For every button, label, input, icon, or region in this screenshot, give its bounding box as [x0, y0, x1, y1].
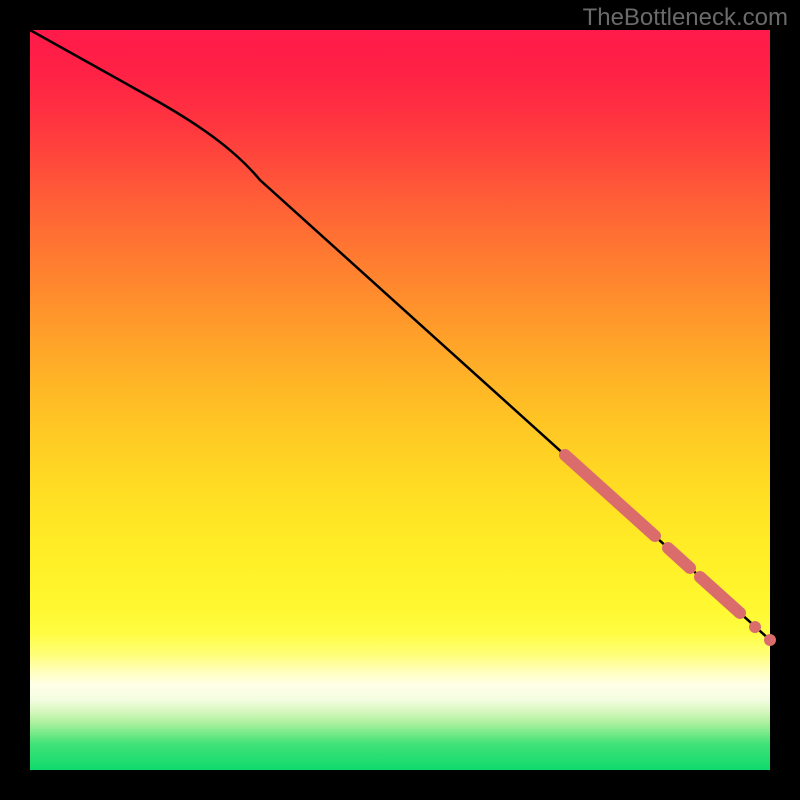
- plot-background: [30, 30, 770, 770]
- marker-point: [749, 621, 761, 633]
- watermark-text: TheBottleneck.com: [583, 4, 788, 32]
- chart-container: TheBottleneck.com: [0, 0, 800, 800]
- marker-point: [764, 634, 776, 646]
- bottleneck-chart: [0, 0, 800, 800]
